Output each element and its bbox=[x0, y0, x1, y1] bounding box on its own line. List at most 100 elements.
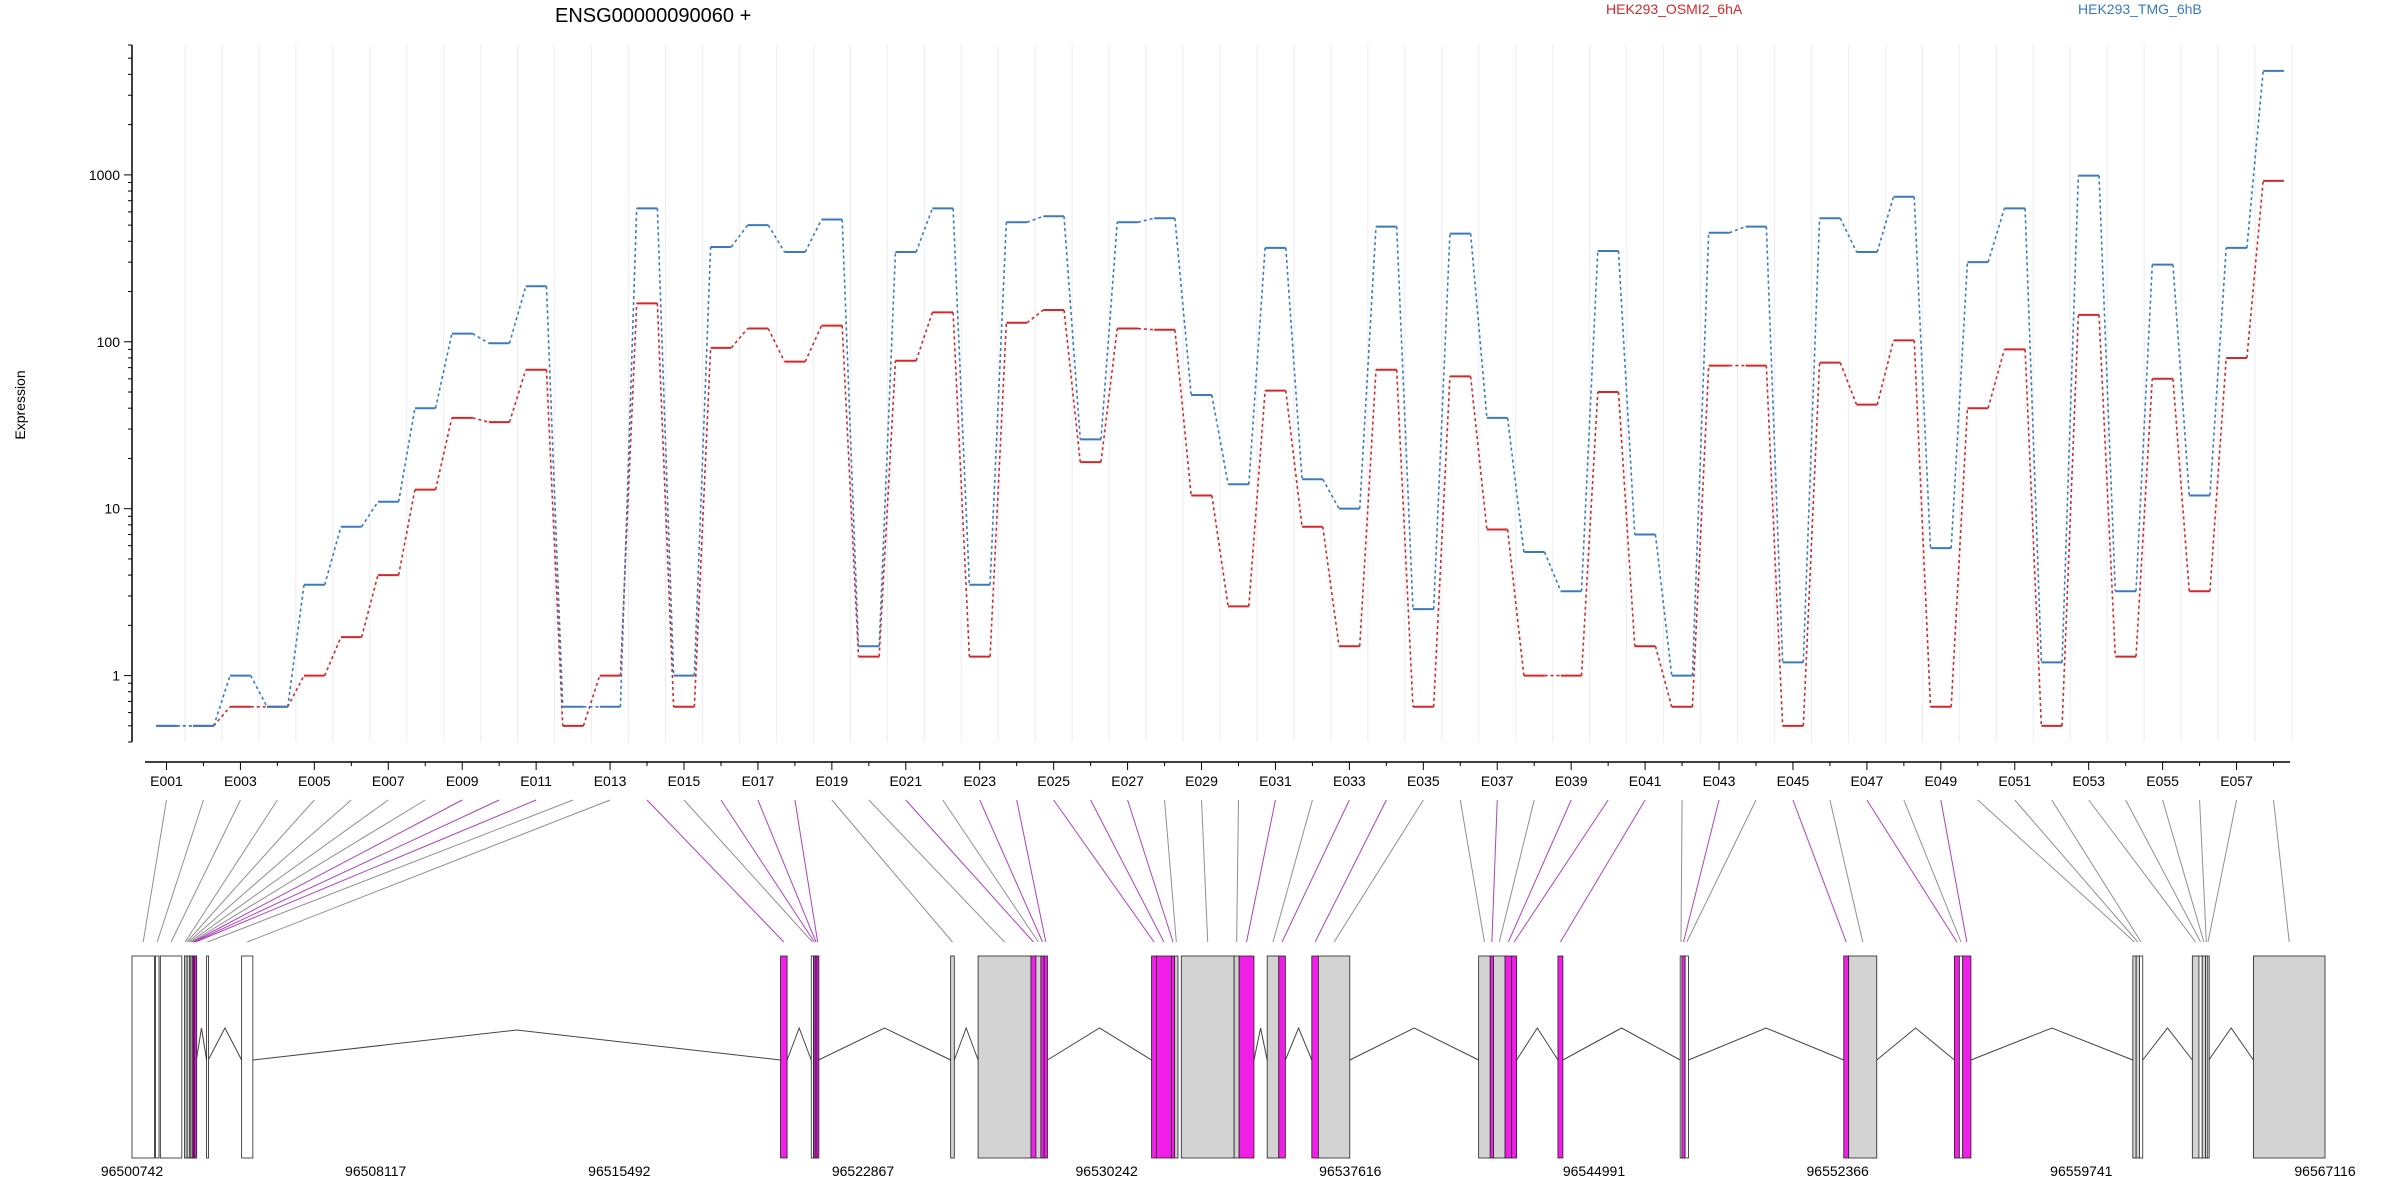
series-step bbox=[1839, 217, 1858, 253]
x-tick-label: E023 bbox=[963, 773, 996, 789]
x-tick-label: E035 bbox=[1407, 773, 1440, 789]
x-tick-label: E047 bbox=[1851, 773, 1884, 789]
series-step bbox=[2135, 264, 2154, 592]
exon-connector bbox=[1977, 799, 2135, 943]
series-step bbox=[2024, 208, 2043, 663]
x-tick-label: E009 bbox=[446, 773, 479, 789]
exon-connector bbox=[1016, 799, 1047, 943]
intron-line bbox=[207, 1026, 243, 1061]
y-ticks: 1 10 100 1000 bbox=[89, 44, 132, 743]
exon-connectors bbox=[142, 799, 2290, 943]
exon-block bbox=[1174, 955, 1179, 1159]
series-step bbox=[1174, 329, 1192, 496]
x-tick-label: E021 bbox=[889, 773, 922, 789]
series-step bbox=[2209, 247, 2227, 496]
series-step bbox=[804, 219, 823, 253]
exon-connector bbox=[2199, 799, 2207, 943]
series-step bbox=[1729, 225, 1746, 234]
exon-block bbox=[1278, 955, 1286, 1159]
exon-block bbox=[1043, 955, 1048, 1159]
series-step bbox=[1432, 233, 1451, 610]
exon-connector bbox=[1314, 799, 1387, 943]
series-step bbox=[2172, 264, 2191, 496]
series-step bbox=[2061, 314, 2080, 726]
y-axis-label: Expression bbox=[12, 370, 28, 439]
series-step bbox=[1321, 526, 1340, 647]
series-step bbox=[1248, 390, 1266, 607]
exon-connector bbox=[1498, 799, 1535, 943]
genomic-coordinate-label: 96508117 bbox=[345, 1163, 406, 1179]
x-tick-label: E057 bbox=[2220, 773, 2253, 789]
series-step bbox=[1285, 247, 1303, 480]
exon-connector bbox=[191, 799, 426, 943]
gene-model bbox=[131, 955, 2326, 1159]
exon-block bbox=[1266, 955, 1280, 1159]
series-step bbox=[545, 286, 564, 707]
exon-block bbox=[950, 955, 955, 1159]
series-step bbox=[1802, 362, 1821, 726]
series-step bbox=[323, 526, 342, 585]
x-tick-label: E001 bbox=[150, 773, 183, 789]
exon-block bbox=[1843, 955, 1850, 1159]
series-step bbox=[1137, 327, 1155, 331]
exon-block bbox=[1493, 955, 1506, 1159]
legend-series-2: HEK293_TMG_6hB bbox=[2078, 1, 2202, 17]
exon-connector bbox=[794, 799, 819, 943]
intron-line bbox=[1562, 1027, 1681, 1061]
exon-connector bbox=[646, 799, 785, 943]
exon-connector bbox=[1513, 799, 1609, 943]
series-step bbox=[434, 417, 453, 490]
exon-block bbox=[1681, 955, 1686, 1159]
exon-connector bbox=[831, 799, 953, 943]
exon-connector bbox=[1053, 799, 1155, 943]
exon-connector bbox=[1246, 799, 1276, 943]
series-step bbox=[1839, 362, 1858, 405]
x-tick-label: E015 bbox=[668, 773, 701, 789]
intron-line bbox=[818, 1027, 951, 1061]
series-2 bbox=[156, 69, 2284, 727]
exon-block bbox=[1233, 955, 1240, 1159]
exon-block bbox=[1848, 955, 1878, 1159]
genomic-coordinate-label: 96544991 bbox=[1563, 1163, 1626, 1179]
exon-block bbox=[1040, 955, 1045, 1159]
exon-block bbox=[2191, 955, 2200, 1159]
exon-connector bbox=[1903, 799, 1962, 943]
x-tick-label: E019 bbox=[816, 773, 849, 789]
x-tick-label: E045 bbox=[1777, 773, 1810, 789]
series-1 bbox=[156, 179, 2284, 727]
exon-block bbox=[1238, 955, 1255, 1159]
x-tick-label: E049 bbox=[1924, 773, 1957, 789]
series-step bbox=[1802, 218, 1821, 663]
series-step bbox=[1063, 216, 1082, 440]
series-step bbox=[841, 219, 860, 647]
series-step bbox=[1285, 390, 1303, 527]
series-step bbox=[841, 325, 860, 657]
intron-line bbox=[1284, 1026, 1313, 1061]
exon-block bbox=[2253, 955, 2326, 1159]
series-step bbox=[213, 706, 231, 727]
exon-block bbox=[1489, 955, 1494, 1159]
exon-connector bbox=[1559, 799, 1646, 943]
exon-connector bbox=[1491, 799, 1498, 943]
y-tick-label: 1 bbox=[112, 668, 120, 684]
exon-connector bbox=[1866, 799, 1958, 943]
series-step bbox=[1950, 408, 1969, 707]
series-step bbox=[1358, 226, 1377, 509]
exon-block bbox=[816, 955, 820, 1159]
exon-connector bbox=[1201, 799, 1209, 943]
series-step bbox=[213, 675, 231, 727]
exon-block bbox=[780, 955, 788, 1159]
exon-block bbox=[2135, 955, 2140, 1159]
exon-block bbox=[1311, 955, 1319, 1159]
exon-block bbox=[1962, 955, 1972, 1159]
series-step bbox=[619, 303, 638, 676]
series-step bbox=[1506, 529, 1525, 676]
series-step bbox=[1469, 376, 1488, 530]
exon-connector bbox=[1272, 799, 1313, 943]
series-step bbox=[508, 286, 527, 344]
intron-line bbox=[1970, 1027, 2134, 1061]
exon-block bbox=[2139, 955, 2144, 1159]
x-tick-label: E003 bbox=[224, 773, 257, 789]
x-tick-label: E011 bbox=[520, 773, 552, 789]
x-tick-label: E031 bbox=[1259, 773, 1292, 789]
